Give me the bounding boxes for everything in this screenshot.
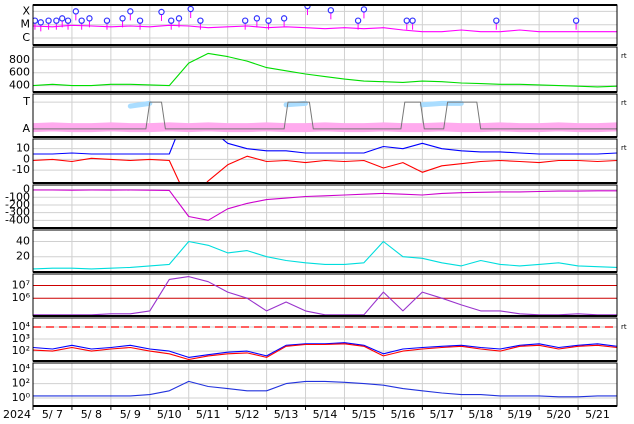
flare-marker bbox=[360, 6, 368, 13]
data-line bbox=[130, 103, 617, 106]
x-tick-label: 5/10 bbox=[157, 408, 182, 421]
y-tick-label: T bbox=[22, 95, 30, 108]
flare-marker bbox=[64, 17, 72, 24]
y-tick-label: 10⁰ bbox=[12, 391, 31, 404]
x-tick-label: 5/16 bbox=[391, 408, 416, 421]
flare-marker bbox=[37, 19, 44, 26]
flare-marker bbox=[127, 8, 134, 15]
data-line bbox=[33, 380, 617, 398]
y-tick-label: 0 bbox=[23, 183, 30, 196]
panel bbox=[33, 363, 617, 406]
x-tick-label: 5/12 bbox=[235, 408, 260, 421]
x-tick-label: 5/13 bbox=[274, 408, 299, 421]
data-line bbox=[33, 189, 617, 221]
flare-marker bbox=[86, 15, 93, 22]
y-tick-label: X bbox=[22, 4, 30, 17]
data-line bbox=[33, 24, 617, 33]
panel bbox=[33, 274, 617, 316]
data-line bbox=[33, 342, 617, 358]
panel bbox=[33, 318, 617, 361]
flare-marker bbox=[572, 17, 580, 24]
y-tick-label: 10³ bbox=[12, 332, 30, 345]
x-tick-label: 5/20 bbox=[546, 408, 571, 421]
flare-marker bbox=[493, 17, 500, 24]
data-line bbox=[33, 343, 617, 361]
flare-marker bbox=[187, 5, 194, 13]
data-line bbox=[33, 139, 617, 155]
flare-marker bbox=[136, 17, 144, 24]
y-tick-label: 400 bbox=[9, 79, 30, 92]
flare-marker bbox=[78, 17, 85, 24]
flare-marker bbox=[59, 15, 66, 22]
y-tick-label: 40 bbox=[16, 234, 30, 247]
flare-marker bbox=[403, 17, 410, 24]
flare-marker bbox=[197, 17, 204, 24]
y-tick-label: 10⁴ bbox=[12, 362, 31, 375]
panel-note: rt bbox=[621, 52, 627, 60]
y-tick-label: 10² bbox=[12, 344, 30, 357]
data-line bbox=[33, 122, 617, 133]
y-tick-label: 0 bbox=[23, 152, 30, 165]
x-tick-label: 5/11 bbox=[196, 408, 221, 421]
flare-marker bbox=[253, 15, 261, 22]
flare-marker bbox=[53, 17, 60, 24]
y-tick-label: 10⁴ bbox=[12, 320, 31, 333]
panel bbox=[33, 185, 617, 228]
y-tick-label: -100 bbox=[5, 190, 30, 203]
data-line bbox=[33, 276, 617, 316]
y-tick-label: 10² bbox=[12, 377, 30, 390]
y-tick-label: M bbox=[21, 18, 31, 31]
x-tick-label: 5/21 bbox=[585, 408, 610, 421]
x-tick-label: 5/ 9 bbox=[120, 408, 141, 421]
data-line bbox=[33, 101, 617, 130]
panel bbox=[33, 139, 617, 183]
y-tick-label: 10⁷ bbox=[12, 278, 30, 291]
flare-marker bbox=[72, 8, 80, 15]
y-tick-label: 10⁶ bbox=[12, 291, 31, 304]
flare-marker bbox=[265, 17, 272, 24]
flare-marker bbox=[45, 17, 52, 24]
x-tick-label: 5/ 7 bbox=[42, 408, 63, 421]
panel bbox=[33, 47, 617, 92]
data-line bbox=[33, 155, 617, 183]
flare-marker bbox=[168, 17, 175, 24]
year-label: 2024 bbox=[3, 408, 31, 421]
data-line bbox=[33, 240, 617, 270]
x-tick-label: 5/ 8 bbox=[81, 408, 102, 421]
x-tick-label: 5/18 bbox=[468, 408, 493, 421]
flare-marker bbox=[354, 17, 362, 24]
panel bbox=[33, 5, 617, 45]
flare-marker bbox=[241, 17, 249, 24]
y-tick-label: 800 bbox=[9, 53, 30, 66]
panel bbox=[33, 94, 617, 137]
flare-marker bbox=[158, 8, 165, 16]
panel-note: rt bbox=[621, 323, 627, 331]
flare-marker bbox=[327, 7, 335, 14]
flare-marker bbox=[33, 17, 39, 24]
y-tick-label: -400 bbox=[5, 213, 30, 226]
y-tick-label: 20 bbox=[16, 250, 30, 263]
data-line bbox=[33, 52, 617, 88]
panel-note: rt bbox=[621, 99, 627, 107]
x-tick-label: 5/17 bbox=[429, 408, 454, 421]
x-tick-label: 5/19 bbox=[507, 408, 532, 421]
flare-marker bbox=[103, 17, 111, 24]
flare-marker bbox=[280, 15, 288, 22]
y-tick-label: C bbox=[22, 31, 30, 44]
flare-marker bbox=[409, 17, 416, 24]
y-tick-label: 600 bbox=[9, 66, 30, 79]
x-tick-label: 5/14 bbox=[313, 408, 338, 421]
x-tick-label: 5/15 bbox=[352, 408, 377, 421]
panel bbox=[33, 230, 617, 272]
y-tick-label: 10 bbox=[16, 142, 30, 155]
y-tick-label: -200 bbox=[5, 198, 30, 211]
panel-note: rt bbox=[621, 144, 627, 152]
flare-marker bbox=[119, 15, 126, 22]
panel-frame bbox=[32, 273, 618, 317]
y-tick-label: A bbox=[22, 122, 30, 135]
flare-marker bbox=[175, 15, 183, 22]
y-tick-label: -300 bbox=[5, 206, 30, 219]
y-tick-label: -10 bbox=[12, 163, 30, 176]
